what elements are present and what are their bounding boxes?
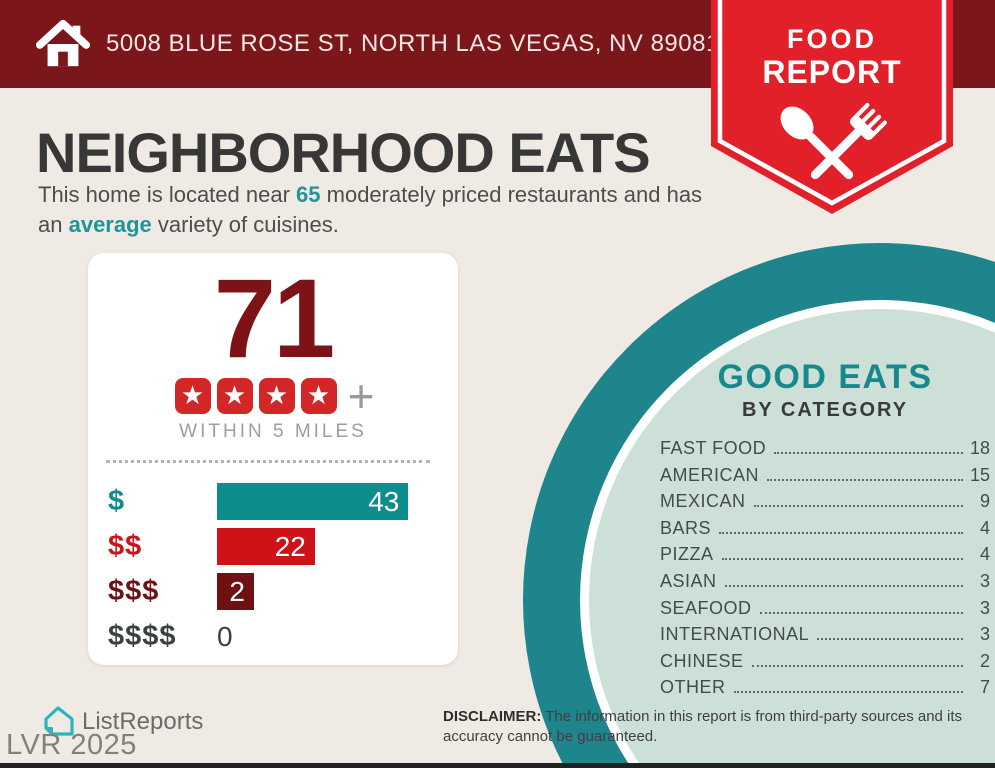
dot-leader	[759, 611, 963, 614]
dot-leader	[733, 691, 963, 694]
ribbon-line1: FOOD	[787, 24, 877, 54]
good-eats-subtitle: BY CATEGORY	[741, 399, 909, 421]
bar: 2	[217, 573, 254, 610]
category-value: 7	[979, 677, 990, 698]
bar-label: $$	[108, 530, 143, 562]
bar-row-dollar4: $$$$ 0	[88, 618, 458, 655]
dot-leader	[719, 531, 963, 534]
star-icon: ★	[174, 378, 211, 414]
list-item: SEAFOOD 3	[660, 598, 990, 625]
bar-value: 43	[368, 485, 400, 517]
house-icon	[36, 19, 90, 67]
category-label: MEXICAN	[660, 491, 746, 512]
category-value: 3	[979, 624, 990, 645]
watermark: LVR 2025	[6, 729, 137, 761]
disclaimer-text: The information in this report is from t…	[443, 708, 963, 746]
plus-sign: +	[347, 370, 375, 422]
brand-name: ListReports	[82, 708, 204, 735]
good-eats-panel: GOOD EATS BY CATEGORY FAST FOOD 18 AMERIC…	[660, 358, 990, 704]
category-label: OTHER	[660, 677, 726, 698]
category-label: INTERNATIONAL	[660, 624, 810, 645]
radius-caption: WITHIN 5 MILES	[179, 421, 367, 442]
list-item: MEXICAN 9	[660, 491, 990, 518]
summary-text: This home is located near 65 moderately …	[38, 180, 703, 241]
list-item: AMERICAN 15	[660, 465, 990, 492]
bar: 43	[217, 483, 409, 520]
bar-label: $$$	[108, 575, 160, 607]
summary-part3: variety of cuisines.	[151, 212, 339, 238]
disclaimer-label: DISCLAIMER:	[443, 708, 542, 725]
bar-row-dollar2: $$ 22	[88, 528, 458, 565]
dot-leader	[774, 452, 963, 454]
dot-leader	[724, 584, 963, 587]
star-icon: ★	[216, 378, 253, 414]
page-title: NEIGHBORHOOD EATS	[36, 121, 651, 184]
category-value: 4	[979, 544, 990, 565]
restaurant-count: 65	[296, 182, 321, 207]
property-address: 5008 BLUE ROSE ST, NORTH LAS VEGAS, NV 8…	[106, 30, 720, 57]
category-label: PIZZA	[660, 544, 714, 565]
star-icon: ★	[300, 378, 337, 414]
dot-leader	[753, 505, 963, 508]
bottom-bar	[0, 763, 995, 768]
dot-leader	[751, 664, 963, 667]
category-value: 4	[979, 517, 990, 538]
list-item: INTERNATIONAL 3	[660, 624, 990, 651]
category-list: FAST FOOD 18 AMERICAN 15 MEXICAN 9 BARS 4 PI…	[660, 438, 990, 704]
list-item: PIZZA 4	[660, 544, 990, 571]
bar-value: 22	[274, 530, 306, 562]
category-value: 15	[969, 464, 990, 485]
bar-label: $	[108, 485, 126, 517]
score-card: 71 ★ ★ ★ ★ + WITHIN 5 MILES $ 43 $$ 22 $$$ 2…	[88, 253, 458, 665]
category-value: 3	[979, 570, 990, 591]
dot-leader	[817, 638, 963, 641]
summary-part1: This home is located near	[38, 182, 297, 207]
category-label: SEAFOOD	[660, 597, 752, 618]
bar-row-dollar3: $$$ 2	[88, 573, 458, 610]
bar-value: 0	[217, 620, 233, 652]
category-value: 3	[979, 597, 990, 618]
category-label: AMERICAN	[660, 464, 760, 485]
category-value: 18	[969, 438, 990, 458]
summary-part2: moderately priced restaurants and has an	[38, 182, 703, 238]
dot-leader	[721, 558, 963, 561]
eats-score: 71	[213, 256, 336, 381]
bar: 0	[217, 618, 233, 655]
category-label: ASIAN	[660, 570, 717, 591]
list-item: BARS 4	[660, 518, 990, 545]
listreports-logo: ListReports	[40, 704, 203, 740]
ribbon-shape	[711, 0, 953, 214]
list-item: CHINESE 2	[660, 651, 990, 678]
ribbon-line2: REPORT	[762, 54, 902, 90]
list-item: ASIAN 3	[660, 571, 990, 598]
dotted-divider	[106, 460, 430, 463]
variety-highlight: average	[68, 212, 152, 238]
fork-icon	[810, 103, 887, 180]
category-label: FAST FOOD	[660, 438, 767, 458]
bar: 22	[217, 528, 315, 565]
dot-leader	[767, 478, 963, 481]
category-value: 9	[979, 491, 990, 512]
food-report-ribbon: FOOD REPORT	[711, 0, 953, 216]
bar-row-dollar: $ 43	[88, 483, 458, 520]
price-bar-chart: $ 43 $$ 22 $$$ 2 $$$$ 0	[88, 483, 458, 655]
bar-label: $$$$	[108, 620, 177, 652]
list-item: OTHER 7	[660, 677, 990, 704]
good-eats-title: GOOD EATS	[717, 358, 933, 396]
disclaimer: DISCLAIMER: The information in this repo…	[443, 707, 988, 748]
category-value: 2	[979, 650, 990, 671]
category-label: BARS	[660, 517, 712, 538]
category-label: CHINESE	[660, 650, 744, 671]
bar-value: 2	[229, 575, 245, 607]
star-icon: ★	[258, 378, 295, 414]
list-item: FAST FOOD 18	[660, 438, 990, 465]
star-rating: ★ ★ ★ ★ +	[88, 373, 458, 419]
listreports-icon	[44, 706, 74, 736]
